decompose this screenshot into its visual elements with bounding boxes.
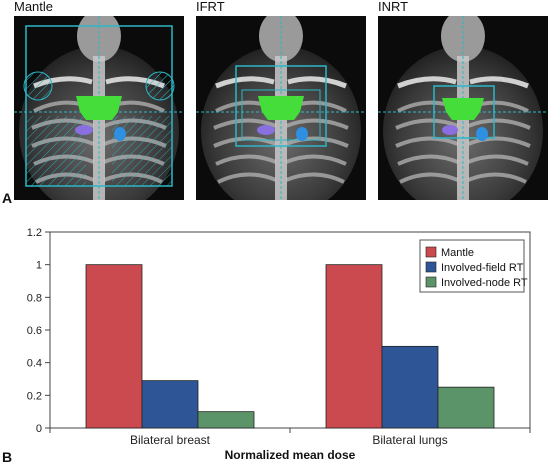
bar-involved-field-rt-bilateral-lungs	[381, 345, 439, 429]
y-tick-label: 0.4	[27, 358, 42, 370]
y-tick-label: 0.8	[27, 292, 42, 304]
xray-mantle-image	[14, 16, 184, 200]
y-tick-label: 0	[36, 423, 42, 435]
xray-inrt-title: INRT	[378, 0, 409, 14]
x-axis-title: Normalized mean dose	[225, 448, 356, 462]
xray-inrt-image	[378, 16, 548, 200]
panel-b-label: B	[2, 449, 12, 465]
xray-ifrt-title: IFRT	[196, 0, 225, 14]
chart-labels: 0 0.2 0.4 0.6 0.8 1 1.2 Bilateral breast Bilater…	[27, 227, 448, 462]
chart-bars	[85, 264, 495, 429]
chart-legend: Mantle Involved-field RT Involved-node RT	[419, 239, 528, 293]
x-tick-label: Bilateral lungs	[372, 433, 447, 447]
legend-swatch	[425, 276, 437, 288]
chart-axes	[45, 231, 531, 433]
y-tick-label: 0.2	[27, 390, 42, 402]
xray-mantle-title: Mantle	[14, 0, 54, 14]
bar-involved-field-rt-bilateral-breast	[141, 380, 199, 429]
y-tick-label: 0.6	[27, 325, 42, 337]
dose-bar-chart: 0 0.2 0.4 0.6 0.8 1 1.2 Bilateral breast Bilater…	[2, 227, 531, 465]
xray-ifrt-image	[196, 16, 366, 200]
bar-mantle-bilateral-lungs	[325, 264, 383, 429]
legend-label: Involved-node RT	[441, 277, 528, 289]
bar-involved-node-rt-bilateral-breast	[197, 411, 255, 429]
legend-label: Mantle	[441, 247, 474, 259]
x-tick-label: Bilateral breast	[130, 433, 211, 447]
panel-a-label: A	[2, 190, 13, 206]
bar-mantle-bilateral-breast	[85, 264, 143, 429]
legend-label: Involved-field RT	[441, 262, 524, 274]
panel-a-xray-images: Mantle	[0, 0, 560, 210]
legend-swatch	[425, 246, 437, 258]
y-tick-label: 1.2	[27, 227, 42, 239]
bar-involved-node-rt-bilateral-lungs	[437, 386, 495, 429]
legend-box	[419, 239, 525, 293]
legend-swatch	[425, 261, 437, 273]
y-tick-label: 1	[36, 260, 42, 272]
